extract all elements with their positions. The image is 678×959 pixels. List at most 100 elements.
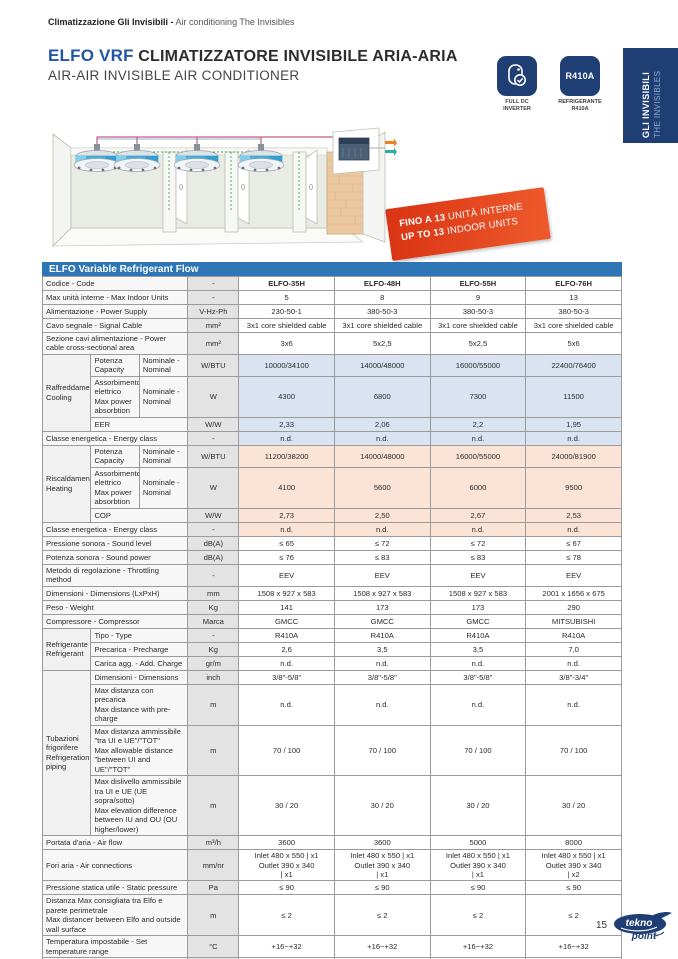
- value-cell: 6000: [429, 466, 527, 509]
- value-cell: 3,5: [429, 641, 527, 657]
- row-label-cell: Pressione sonora - Sound level: [41, 535, 189, 551]
- row-sublabel-cell: Carica agg. - Add. Charge: [90, 655, 189, 671]
- page-title: ELFO VRF CLIMATIZZATORE INVISIBILE ARIA-…: [48, 46, 458, 85]
- value-cell: n.d.: [429, 683, 527, 726]
- value-cell: 11500: [525, 375, 622, 418]
- unit-cell: Marca: [187, 613, 240, 629]
- row-sublabel-cell: COP: [90, 507, 189, 523]
- unit-cell: dB(A): [187, 549, 240, 565]
- unit-cell: W/W: [187, 507, 240, 523]
- row-sublabel-cell: Tipo - Type: [90, 627, 189, 643]
- value-cell: EEV: [429, 563, 527, 587]
- value-cell: 70 / 100: [429, 724, 527, 777]
- value-cell: 5x2,5: [333, 332, 431, 355]
- row-label-cell: Alimentazione - Power Supply: [41, 304, 189, 319]
- table-row: Carica agg. - Add. Charge gr/m n.d. n.d. n.d…: [43, 655, 622, 671]
- unit-cell: mm/nr: [187, 849, 240, 882]
- value-cell: ≤ 90: [429, 880, 527, 896]
- table-row: Portata d'aria - Air flow m³/h 3600 3600 500…: [41, 835, 622, 851]
- value-cell: 70 / 100: [238, 724, 335, 777]
- row-label-cell: Max unità interne - Max Indoor Units: [41, 290, 189, 305]
- value-cell: R410A: [429, 627, 527, 643]
- table-row: Distanza Max consigliata tra Elfo e pare…: [41, 894, 622, 937]
- unit-cell: Kg: [187, 641, 240, 657]
- value-cell: ≤ 78: [525, 549, 622, 565]
- partition-door: [292, 149, 318, 233]
- breadcrumb-bold: Climatizzazione Gli Invisibili -: [48, 17, 174, 27]
- row-label-cell: Pressione statica utile - Static pressur…: [41, 880, 189, 896]
- value-cell: 16000/55000: [429, 444, 527, 468]
- product-brand: ELFO VRF: [48, 46, 134, 65]
- value-cell: 3x1 core shielded cable: [525, 318, 622, 333]
- table-row: Pressione statica utile - Static pressur…: [41, 880, 622, 896]
- row-label-cell: Fori aria - Air connections: [41, 849, 189, 882]
- unit-cell: -: [187, 430, 240, 446]
- row-sublabel-cell: Assorbimento elettrico Max power absorbt…: [90, 375, 140, 418]
- unit-cell: inch: [187, 669, 240, 685]
- value-cell: 380-50-3: [429, 304, 527, 319]
- value-cell: 5x2,5: [429, 332, 527, 355]
- value-cell: ≤ 67: [525, 535, 622, 551]
- value-cell: Inlet 480 x 550 | x1 Outlet 390 x 340 | …: [429, 849, 527, 882]
- row-sublabel-cell: EER: [90, 416, 189, 432]
- unit-cell: W/BTU: [187, 353, 240, 377]
- value-cell: 5: [238, 290, 335, 305]
- value-cell: 2,73: [238, 507, 335, 523]
- table-row: Classe energetica - Energy class - n.d. n.d…: [41, 430, 622, 446]
- table-row: Max distanza ammissibile "tra UI e UE"/"…: [43, 724, 622, 777]
- title-english: AIR-AIR INVISIBLE AIR CONDITIONER: [48, 68, 300, 84]
- value-cell: n.d.: [333, 521, 431, 537]
- row-label-cell: Temperatura impostabile - Set temperatur…: [41, 935, 189, 959]
- unit-cell: m: [187, 683, 240, 726]
- table-row: Precarica - Precharge Kg 2,6 3,5 3,5 7,0: [43, 641, 622, 657]
- row-sublabel-cell: Max distanza con precarica Max distance …: [90, 683, 189, 726]
- value-cell: 4100: [238, 466, 335, 509]
- value-cell: 1508 x 927 x 583: [238, 585, 335, 601]
- row-label-cell: Codice - Code: [41, 276, 189, 291]
- unit-cell: V-Hz-Ph: [187, 304, 240, 319]
- value-cell: R410A: [333, 627, 431, 643]
- unit-cell: m: [187, 724, 240, 777]
- unit-cell: m: [187, 894, 240, 937]
- value-cell: n.d.: [525, 430, 622, 446]
- table-row: Classe energetica - Energy class - n.d. n.d…: [41, 521, 622, 537]
- content-column: ELFO Variable Refrigerant Flow Codice - …: [41, 262, 622, 959]
- value-cell: n.d.: [525, 683, 622, 726]
- svg-text:tekno: tekno: [626, 918, 653, 929]
- row-label-cell: Potenza sonora - Sound power: [41, 549, 189, 565]
- value-cell: n.d.: [238, 521, 335, 537]
- table-row: Alimentazione - Power Supply V-Hz-Ph 230-5…: [41, 304, 622, 319]
- value-cell: R410A: [238, 627, 335, 643]
- r410a-caption: REFRIGERANTE R410A: [558, 99, 602, 112]
- value-cell: 10000/34100: [238, 353, 335, 377]
- value-cell: ≤ 90: [333, 880, 431, 896]
- value-cell: 14000/48000: [333, 444, 431, 468]
- value-cell: 30 / 20: [429, 775, 527, 837]
- row-label-cell: Peso - Weight: [41, 599, 189, 615]
- airflow-arrow-in: [385, 147, 397, 156]
- value-cell: 5x6: [525, 332, 622, 355]
- unit-cell: -: [187, 276, 240, 291]
- row-nominal-cell: Nominale - Nominal: [138, 444, 189, 468]
- value-cell: 380-50-3: [333, 304, 431, 319]
- value-cell: n.d.: [333, 430, 431, 446]
- value-cell: 8: [333, 290, 431, 305]
- value-cell: 7300: [429, 375, 527, 418]
- row-sublabel-cell: Potenza Capacity: [90, 353, 140, 377]
- table-row: Tubazioni frigorifere Refrigeration pipi…: [41, 669, 622, 837]
- value-cell: 5000: [429, 835, 527, 851]
- unit-cell: Kg: [187, 599, 240, 615]
- value-cell: 2,06: [333, 416, 431, 432]
- ceiling-cassette-unit: [113, 144, 161, 172]
- row-label-cell: Classe energetica - Energy class: [41, 430, 189, 446]
- airflow-arrow-out: [385, 138, 397, 147]
- unit-cell: mm²: [187, 332, 240, 355]
- value-cell: 173: [429, 599, 527, 615]
- table-row: Assorbimento elettrico Max power absorbt…: [43, 375, 622, 418]
- row-nominal-cell: Nominale - Nominal: [138, 466, 189, 509]
- value-cell: Inlet 480 x 550 | x1 Outlet 390 x 340 | …: [333, 849, 431, 882]
- value-cell: GMCC: [429, 613, 527, 629]
- breadcrumb-rest: Air conditioning The Invisibles: [173, 17, 295, 27]
- value-cell: n.d.: [525, 655, 622, 671]
- value-cell: 2,6: [238, 641, 335, 657]
